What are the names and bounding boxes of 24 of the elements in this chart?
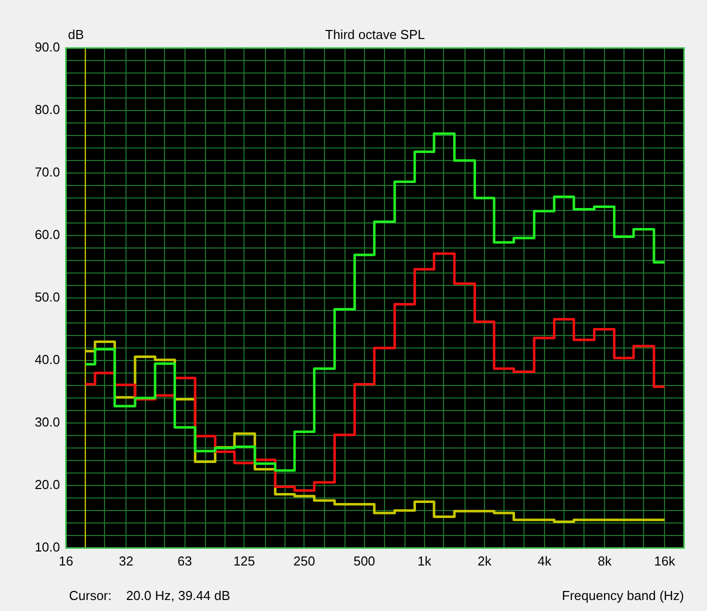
y-tick-label: 20.0	[34, 477, 60, 492]
y-tick-label: 70.0	[34, 164, 60, 180]
x-tick-label: 16k	[654, 553, 676, 568]
y-tick-label: 10.0	[34, 540, 60, 555]
y-axis-title: dB	[68, 27, 84, 42]
y-tick-label: 90.0	[34, 40, 60, 55]
x-tick-label: 63	[178, 553, 192, 568]
x-tick-label: 16	[58, 553, 74, 568]
y-tick-label: 60.0	[34, 227, 60, 242]
y-tick-label: 40.0	[34, 352, 60, 368]
x-tick-label: 32	[118, 553, 134, 568]
chart-title: Third octave SPL	[325, 27, 425, 42]
x-tick-label: 1k	[418, 553, 432, 568]
x-tick-label: 8k	[598, 553, 612, 568]
x-tick-label: 500	[353, 553, 376, 568]
y-tick-label: 80.0	[34, 102, 60, 118]
y-tick-label: 30.0	[34, 414, 60, 430]
x-tick-label: 4k	[538, 553, 552, 568]
text: Cursor: 20.0 Hz, 39.44 dB	[69, 588, 230, 603]
y-tick-label: 50.0	[34, 290, 60, 305]
x-tick-label: 250	[293, 553, 316, 568]
x-tick-label: 2k	[478, 553, 492, 568]
x-axis-title: Frequency band (Hz)	[562, 588, 684, 603]
x-tick-label: 125	[233, 553, 256, 568]
